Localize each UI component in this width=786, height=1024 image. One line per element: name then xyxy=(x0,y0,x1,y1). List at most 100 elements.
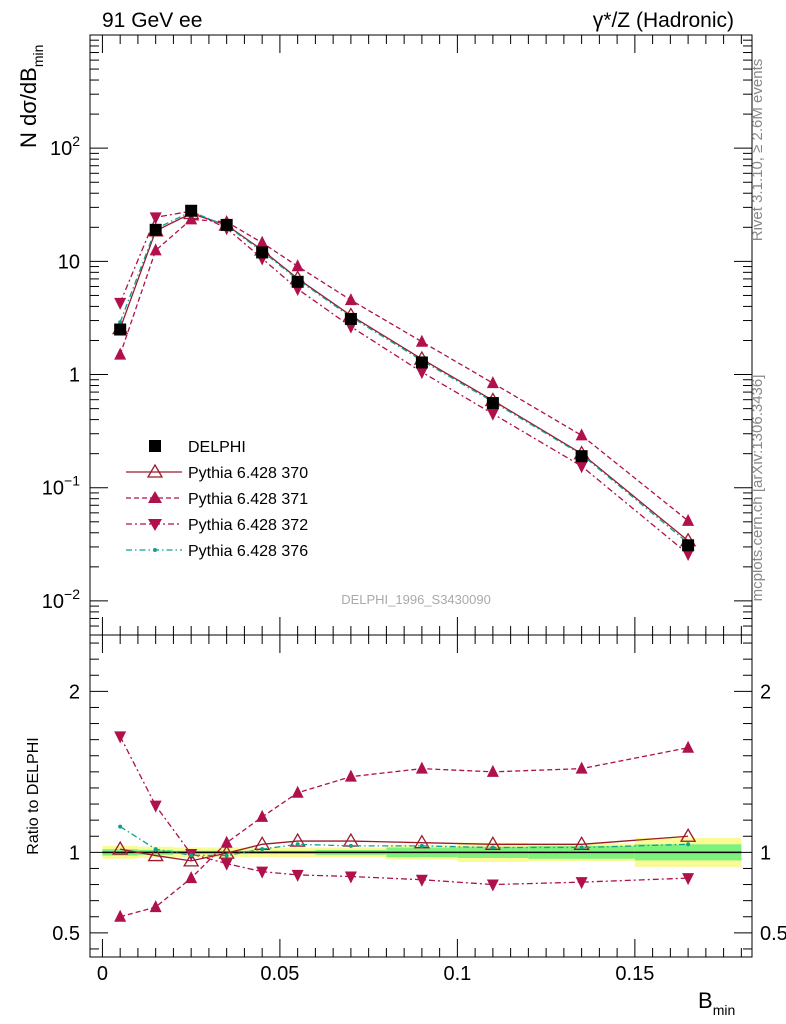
ratio-point-p371-9 xyxy=(575,761,588,774)
main-point-p372-0 xyxy=(114,297,127,310)
ratio-point-p371-8 xyxy=(486,764,499,777)
ratio-point-p376-2 xyxy=(189,853,194,858)
ratio-point-p376-0 xyxy=(118,824,123,829)
legend-marker-data xyxy=(149,440,161,452)
xtick-label-0: 0 xyxy=(97,963,108,985)
main-ytick-label-0: 10−2 xyxy=(42,586,80,613)
ratio-point-p372-10 xyxy=(682,873,695,886)
ratio-point-p372-8 xyxy=(486,879,499,892)
main-point-p372-8 xyxy=(486,408,499,421)
legend-label-376: Pythia 6.428 376 xyxy=(188,543,308,560)
main-point-p371-8 xyxy=(486,376,499,389)
ratio-ytick-label-left-0: 0.5 xyxy=(52,923,80,945)
ratio-ytick-label-right-2: 2 xyxy=(760,681,771,703)
main-ytick-label-2: 1 xyxy=(69,365,80,387)
legend-label-370: Pythia 6.428 370 xyxy=(188,465,308,482)
ratio-point-p370-3 xyxy=(218,844,235,859)
legend-label-data: DELPHI xyxy=(188,439,246,456)
main-panel-series xyxy=(112,204,697,561)
ratio-point-p376-6 xyxy=(348,843,353,848)
ratio-point-p372-1 xyxy=(149,800,162,813)
ratio-point-p372-4 xyxy=(256,866,269,879)
ratio-uncertainty-bands xyxy=(102,837,742,867)
main-point-p371-6 xyxy=(344,293,357,306)
main-point-data-3 xyxy=(220,218,233,231)
ratio-point-p371-1 xyxy=(149,900,162,913)
ratio-point-p376-10 xyxy=(686,842,691,847)
ratio-point-p372-3 xyxy=(220,858,233,871)
ratio-point-p372-7 xyxy=(415,874,428,887)
xtick-label-1: 0.05 xyxy=(260,963,299,985)
main-ytick-label-4: 102 xyxy=(50,133,80,160)
legend-label-372: Pythia 6.428 372 xyxy=(188,517,308,534)
ratio-ytick-label-left-1: 1 xyxy=(69,842,80,864)
main-point-p371-0 xyxy=(114,347,127,360)
ratio-point-p370-10 xyxy=(679,827,697,842)
analysis-watermark: DELPHI_1996_S3430090 xyxy=(341,592,491,607)
ratio-line-p370 xyxy=(120,835,689,862)
ratio-point-p371-7 xyxy=(415,761,428,774)
main-ytick-label-1: 10−1 xyxy=(42,473,80,500)
main-point-data-7 xyxy=(415,356,428,369)
ratio-ylabel: Ratio to DELPHI xyxy=(25,737,42,854)
main-point-p371-10 xyxy=(682,513,695,526)
ratio-point-p376-8 xyxy=(490,845,495,850)
xlabel: Bmin xyxy=(698,988,735,1018)
ratio-point-p370-1 xyxy=(147,847,164,862)
main-point-data-10 xyxy=(682,539,695,552)
ratio-panel-series xyxy=(112,731,697,922)
main-point-p371-4 xyxy=(256,235,269,248)
ratio-ytick-label-left-2: 2 xyxy=(69,681,80,703)
axes: 10−2 10−1 1 10 102 0.5 0.5 1 1 2 2 0 0.05 0.1 0.15 xyxy=(42,35,786,985)
main-point-p371-7 xyxy=(415,334,428,347)
ratio-point-p371-4 xyxy=(256,809,269,822)
main-point-p376-0 xyxy=(118,320,123,325)
ratio-point-p376-3 xyxy=(224,853,229,858)
main-point-p371-5 xyxy=(291,259,304,272)
rivet-label: Rivet 3.1.10, ≥ 2.6M events xyxy=(749,59,766,242)
legend-marker-371 xyxy=(148,491,162,503)
legend: DELPHI Pythia 6.428 370 Pythia 6.428 371… xyxy=(126,439,308,560)
main-point-data-0 xyxy=(114,323,127,336)
main-point-p371-1 xyxy=(149,243,162,256)
main-point-data-5 xyxy=(291,275,304,288)
legend-marker-372 xyxy=(148,519,162,531)
ratio-point-p371-6 xyxy=(344,769,357,782)
ratio-line-p372 xyxy=(119,736,689,886)
xtick-label-2: 0.1 xyxy=(443,963,471,985)
main-point-data-4 xyxy=(256,246,269,259)
ratio-point-p371-2 xyxy=(185,871,198,884)
legend-marker-376 xyxy=(153,548,157,552)
ratio-point-p371-5 xyxy=(291,785,304,798)
main-point-p372-1 xyxy=(149,212,162,225)
main-point-data-8 xyxy=(486,397,499,410)
ratio-frame xyxy=(89,634,753,958)
ratio-point-p376-5 xyxy=(295,842,300,847)
ratio-point-p371-3 xyxy=(220,835,233,848)
ratio-point-p372-0 xyxy=(114,731,127,744)
main-point-p372-7 xyxy=(415,367,428,380)
header-right: γ*/Z (Hadronic) xyxy=(593,9,734,32)
main-point-data-1 xyxy=(149,223,162,236)
legend-label-371: Pythia 6.428 371 xyxy=(188,491,308,508)
main-point-data-6 xyxy=(344,312,357,325)
ratio-point-p372-9 xyxy=(575,877,588,890)
xtick-label-3: 0.15 xyxy=(615,963,654,985)
main-point-p372-10 xyxy=(682,548,695,561)
header-left: 91 GeV ee xyxy=(102,9,202,32)
ratio-point-p376-7 xyxy=(419,843,424,848)
main-point-data-2 xyxy=(185,204,198,217)
ratio-point-p376-4 xyxy=(260,847,265,852)
main-point-p371-2 xyxy=(185,212,198,225)
ratio-point-p376-1 xyxy=(153,847,158,852)
main-point-data-9 xyxy=(575,450,588,463)
ratio-point-p372-5 xyxy=(291,869,304,882)
ratio-point-p371-0 xyxy=(114,909,127,922)
main-ylabel: N dσ/dBmin xyxy=(16,45,46,148)
ratio-ytick-label-right-0: 0.5 xyxy=(760,923,786,945)
main-ytick-label-3: 10 xyxy=(58,251,80,273)
main-point-p372-9 xyxy=(575,461,588,474)
ratio-point-p370-2 xyxy=(183,852,200,867)
ratio-ytick-label-right-1: 1 xyxy=(760,842,771,864)
